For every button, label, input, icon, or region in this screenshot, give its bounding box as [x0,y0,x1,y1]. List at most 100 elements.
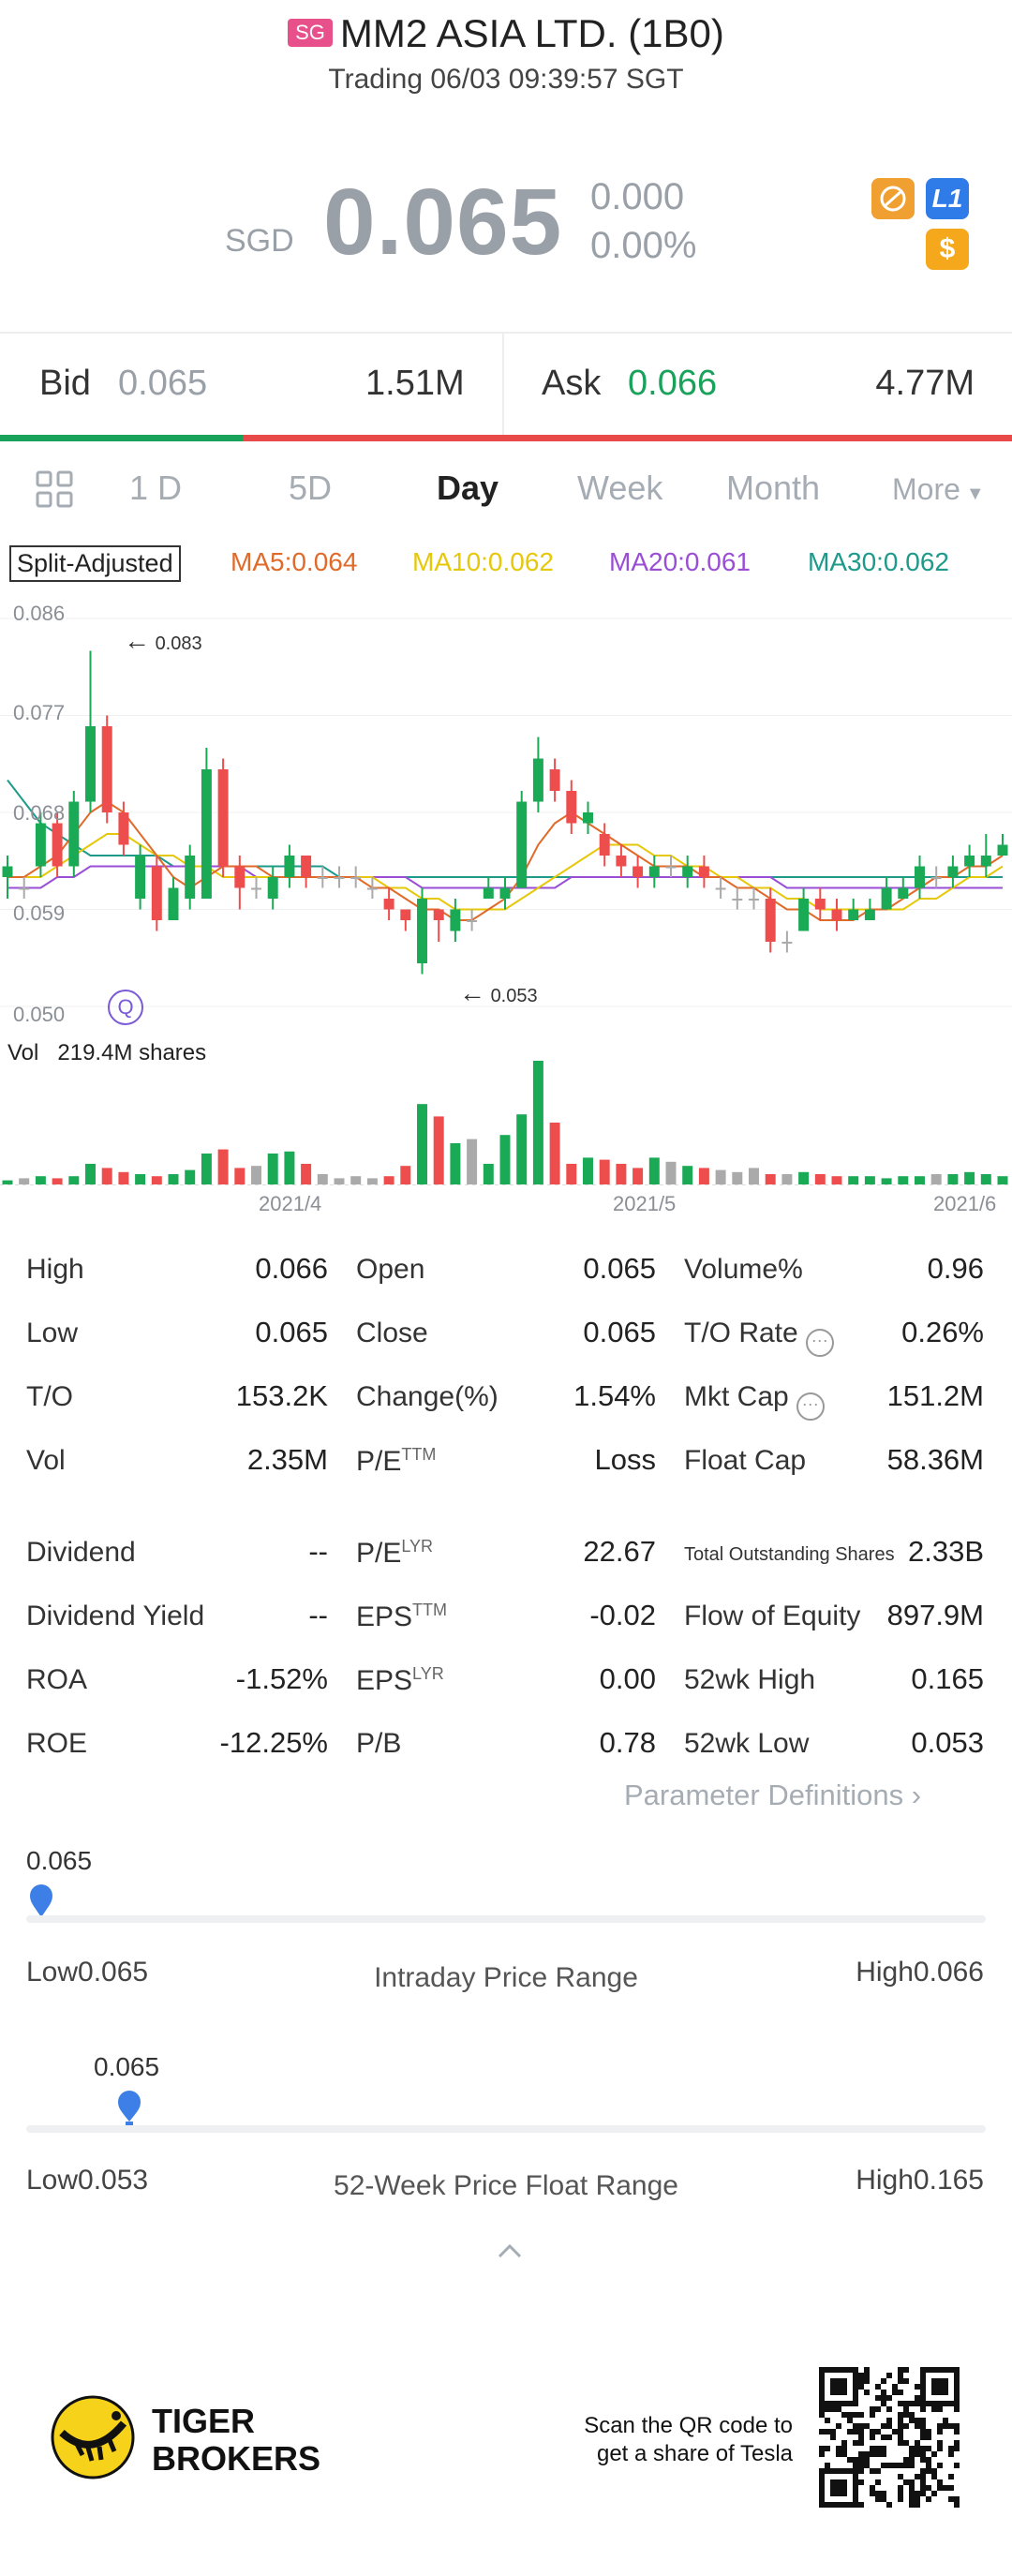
volume-bar [52,1178,63,1184]
qr-module [853,2378,858,2384]
qr-module [875,2479,881,2485]
qr-module [881,2496,886,2502]
qr-module [875,2468,881,2474]
qr-module [870,2451,875,2457]
qr-module [898,2401,903,2406]
qr-module [836,2446,841,2451]
qr-module [926,2457,931,2463]
info-dots-icon[interactable]: ··· [796,1392,825,1421]
intraday-range-title: Intraday Price Range [374,1962,638,1993]
qr-module [825,2446,830,2451]
qr-module [864,2378,870,2384]
volume-bar [118,1171,129,1184]
max-marker-value: 0.083 [155,633,202,654]
volume-bar [85,1164,96,1184]
candle-body [915,866,925,888]
kline-chart[interactable] [0,592,1012,1192]
qr-module [870,2412,875,2418]
qr-module [819,2485,825,2491]
dollar-icon[interactable]: $ [926,229,969,270]
price-change: 0.000 [590,176,685,217]
qr-module [926,2446,931,2451]
volume-bar [35,1176,46,1184]
qr-module [881,2401,886,2406]
qr-module [931,2491,937,2496]
stat-label-text: T/O [26,1381,73,1412]
stat-value: 2.35M [246,1443,328,1476]
level1-badge[interactable]: L1 [926,178,969,219]
split-adjusted-toggle[interactable]: Split-Adjusted [9,545,181,582]
volume-bar [267,1154,278,1184]
stat-label: P/B [356,1728,401,1760]
stat-label: Change(%) [356,1381,499,1413]
parameter-definitions-link[interactable]: Parameter Definitions › [624,1779,921,1812]
qr-module [858,2457,864,2463]
qr-module [841,2468,847,2474]
event-marker-badge[interactable]: Q [108,990,143,1025]
tab-more[interactable]: More ▼ [892,472,985,507]
stat-value: 153.2K [235,1379,328,1412]
qr-module [819,2390,825,2395]
qr-module [841,2367,847,2373]
qr-module [943,2418,948,2423]
qr-module [931,2390,937,2395]
stat-value: 58.36M [886,1443,984,1476]
qr-module [853,2390,858,2395]
tab-5d[interactable]: 5D [289,469,333,507]
qr-module [841,2412,847,2418]
volume-bar [616,1164,627,1184]
x-tick-label: 2021/4 [259,1192,322,1215]
stat-label: Total Outstanding Shares [684,1544,895,1566]
pattern-icon[interactable] [871,178,915,219]
volume-bar [417,1104,427,1184]
stat-label-text: 52wk High [684,1664,816,1695]
ma20-label: MA20:0.061 [609,547,751,576]
qr-module [853,2412,858,2418]
qr-code[interactable] [819,2367,960,2508]
qr-module [909,2485,915,2491]
stat-label-text: ROA [26,1664,88,1695]
qr-module [898,2423,903,2429]
collapse-chevron-icon[interactable] [497,2241,523,2265]
qr-module [847,2367,853,2373]
qr-module [943,2423,948,2429]
qr-module [830,2406,836,2412]
candle-body [499,887,511,899]
grid-icon[interactable] [34,469,77,516]
stat-label-text: Volume% [684,1254,803,1285]
qr-module [886,2502,892,2508]
qr-module [858,2440,864,2446]
bid-ratio-bar [0,435,244,441]
qr-module [864,2463,870,2468]
qr-module [926,2429,931,2435]
ask-ratio-bar [243,435,1012,441]
tab-week[interactable]: Week [577,469,663,507]
info-dots-icon[interactable]: ··· [805,1329,834,1357]
volume-bar [217,1149,229,1184]
qr-module [847,2418,853,2423]
tab-month[interactable]: Month [726,469,821,507]
stat-label-text: Dividend [26,1537,136,1568]
qr-module [853,2457,858,2463]
y-tick-label: 0.077 [13,701,66,724]
volume-bar [881,1178,892,1184]
qr-module [836,2491,841,2496]
stat-label: P/ETTM [356,1445,436,1478]
qr-module [920,2373,926,2378]
qr-module [841,2491,847,2496]
tab-1d[interactable]: 1 D [129,469,183,507]
stat-label-text: Change(%) [356,1381,499,1412]
volume-bar [930,1174,942,1184]
qr-module [836,2367,841,2373]
qr-module [853,2502,858,2508]
volume-bar [516,1114,528,1184]
qr-module [819,2384,825,2390]
qr-module [920,2479,926,2485]
candle-body [781,942,793,944]
stat-label: P/ELYR [356,1537,433,1570]
candle-body [400,909,411,920]
period-tabs: 1 D 5D Day Week Month More ▼ [0,459,1012,525]
tab-day[interactable]: Day [437,469,499,507]
qr-module [836,2485,841,2491]
qr-module [898,2378,903,2384]
